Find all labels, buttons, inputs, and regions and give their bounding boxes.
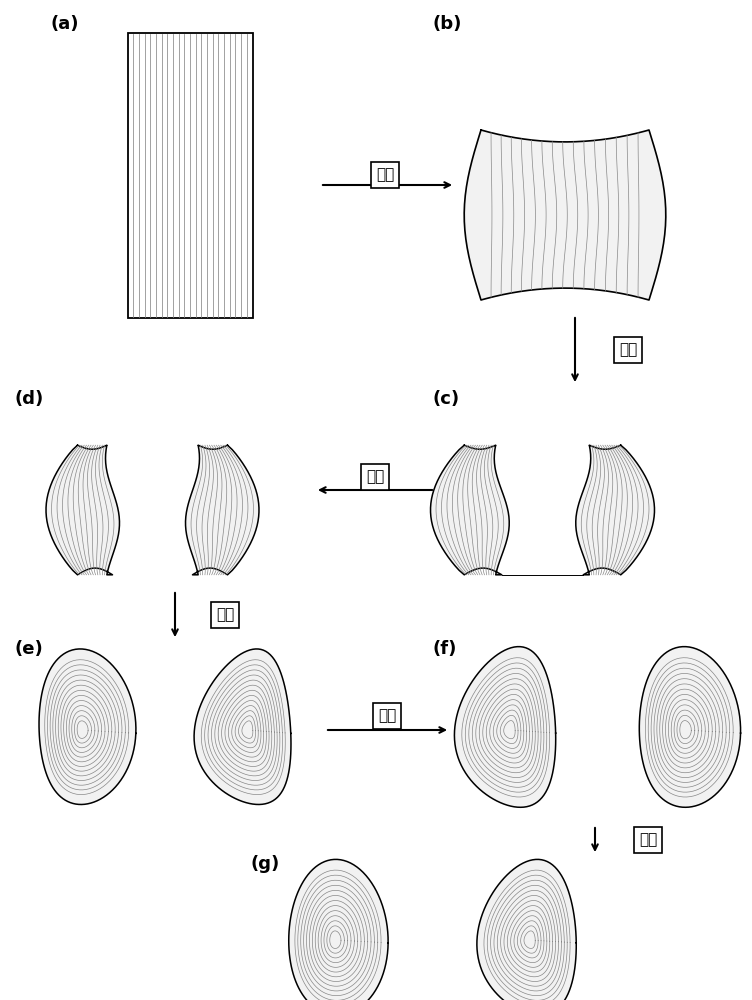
Polygon shape bbox=[454, 647, 556, 807]
Text: (a): (a) bbox=[50, 15, 78, 33]
Text: 扩孔: 扩孔 bbox=[216, 607, 234, 622]
Text: (b): (b) bbox=[433, 15, 462, 33]
Polygon shape bbox=[194, 649, 291, 804]
Polygon shape bbox=[477, 859, 576, 1000]
Polygon shape bbox=[46, 445, 120, 575]
Text: 切底: 切底 bbox=[366, 470, 384, 485]
Text: (c): (c) bbox=[433, 390, 460, 408]
Polygon shape bbox=[128, 32, 253, 318]
Text: (f): (f) bbox=[433, 640, 457, 658]
Polygon shape bbox=[639, 647, 741, 807]
Text: 扩孔: 扩孔 bbox=[378, 708, 396, 724]
Polygon shape bbox=[431, 445, 509, 575]
Polygon shape bbox=[464, 130, 666, 300]
Text: (d): (d) bbox=[15, 390, 44, 408]
Text: (e): (e) bbox=[15, 640, 44, 658]
Polygon shape bbox=[39, 649, 136, 804]
Polygon shape bbox=[186, 445, 259, 575]
Polygon shape bbox=[576, 445, 654, 575]
Polygon shape bbox=[289, 859, 388, 1000]
Text: 冲孔: 冲孔 bbox=[619, 342, 637, 358]
Text: 锻粗: 锻粗 bbox=[376, 167, 394, 182]
Text: 扩孔: 扩孔 bbox=[639, 832, 657, 848]
Text: (g): (g) bbox=[250, 855, 279, 873]
